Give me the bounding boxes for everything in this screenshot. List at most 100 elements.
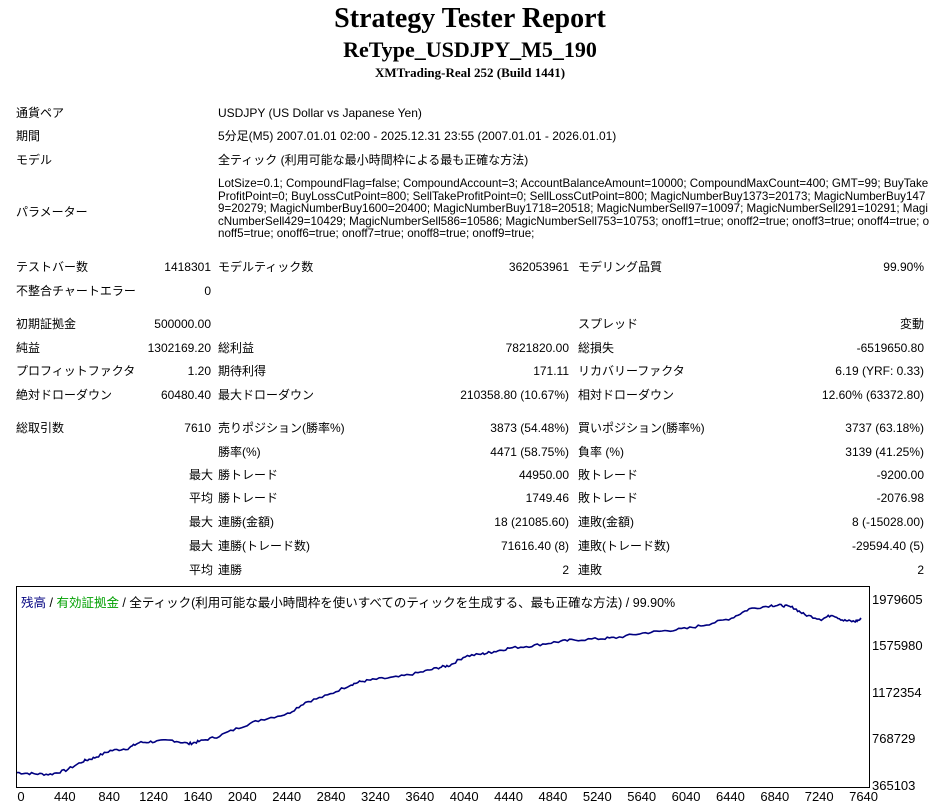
avg-cons-loss-label: 連敗	[578, 563, 603, 577]
x-tick-label: 840	[98, 789, 121, 804]
gross-loss-value: -6519650.80	[856, 341, 924, 355]
ticks-label: モデルティック数	[218, 260, 314, 274]
max-win-value: 44950.00	[518, 468, 569, 482]
spread-label: スプレッド	[578, 317, 639, 331]
x-tick-label: 1240	[139, 789, 169, 804]
max-loss-value: -9200.00	[876, 468, 924, 482]
avg-prefix: 平均	[188, 563, 213, 577]
net-label: 純益	[16, 341, 41, 355]
x-tick-label: 3240	[360, 789, 390, 804]
x-tick-label: 2440	[272, 789, 302, 804]
x-tick-label: 7240	[804, 789, 834, 804]
cons-win-money-label: 連勝(金額)	[218, 515, 274, 529]
x-tick-label: 7640	[849, 789, 879, 804]
symbol-value: USDJPY (US Dollar vs Japanese Yen)	[218, 106, 422, 120]
avg-win-value: 1749.46	[525, 491, 569, 505]
loss-label: 負率 (%)	[578, 445, 624, 459]
avg-prefix: 平均	[188, 491, 213, 505]
gross-profit-label: 総利益	[218, 341, 255, 355]
y-tick-label: 1575980	[872, 638, 923, 654]
avg-cons-win-label: 連勝	[218, 563, 243, 577]
x-tick-label: 4440	[494, 789, 524, 804]
y-tick-label: 768729	[872, 731, 916, 747]
x-tick-label: 4040	[449, 789, 479, 804]
pf-value: 1.20	[187, 364, 211, 378]
report-subtitle: ReType_USDJPY_M5_190	[343, 37, 597, 62]
x-tick-label: 0	[17, 789, 25, 804]
cons-win-trades-value: 71616.40 (8)	[500, 539, 569, 553]
gross-loss-label: 総損失	[578, 341, 615, 355]
cons-win-trades-label: 連勝(トレード数)	[218, 539, 310, 553]
short-value: 3873 (54.48%)	[490, 421, 569, 435]
max-dd-label: 最大ドローダウン	[218, 388, 315, 402]
cons-loss-trades-value: -29594.40 (5)	[851, 539, 924, 553]
win-label: 勝率(%)	[218, 445, 261, 459]
max-loss-label: 敗トレード	[578, 468, 639, 482]
bars-value: 1418301	[164, 260, 211, 274]
win-value: 4471 (58.75%)	[490, 445, 569, 459]
ticks-value: 362053961	[508, 260, 569, 274]
abs-dd-label: 絶対ドローダウン	[16, 388, 113, 402]
x-tick-label: 1640	[183, 789, 213, 804]
cons-loss-trades-label: 連敗(トレード数)	[578, 539, 670, 553]
symbol-label: 通貨ペア	[16, 106, 65, 120]
bars-label: テストバー数	[16, 260, 89, 274]
model-value: 全ティック (利用可能な最小時間枠による最も正確な方法)	[218, 153, 529, 167]
balance-chart-svg	[17, 603, 862, 777]
balance-chart: 残高 / 有効証拠金 / 全ティック(利用可能な最小時間枠を使いすべてのティック…	[16, 586, 870, 788]
abs-dd-value: 60480.40	[160, 388, 211, 402]
y-tick-label: 365103	[872, 778, 916, 793]
cons-loss-money-label: 連敗(金額)	[578, 515, 634, 529]
avg-loss-label: 敗トレード	[578, 491, 639, 505]
long-label: 買いポジション(勝率%)	[578, 421, 705, 435]
expected-value: 171.11	[533, 364, 569, 378]
spread-value: 変動	[899, 317, 924, 331]
short-label: 売りポジション(勝率%)	[218, 421, 345, 435]
x-tick-label: 3640	[405, 789, 435, 804]
quality-label: モデリング品質	[578, 260, 663, 274]
expected-label: 期待利得	[218, 364, 267, 378]
pf-label: プロフィットファクタ	[16, 364, 136, 378]
y-tick-label: 1979605	[872, 591, 923, 607]
max-win-label: 勝トレード	[218, 468, 279, 482]
x-tick-label: 4840	[538, 789, 568, 804]
loss-value: 3139 (41.25%)	[845, 445, 924, 459]
y-tick-label: 1172354	[872, 684, 922, 700]
x-tick-label: 6840	[760, 789, 790, 804]
legend-equity: 有効証拠金	[56, 596, 119, 610]
report-server: XMTrading-Real 252 (Build 1441)	[374, 65, 566, 80]
recovery-value: 6.19 (YRF: 0.33)	[835, 364, 924, 378]
rel-dd-label: 相対ドローダウン	[578, 388, 675, 402]
avg-win-label: 勝トレード	[218, 491, 279, 505]
legend-sep: /	[46, 596, 57, 610]
report-title: Strategy Tester Report	[334, 3, 606, 34]
cons-loss-money-value: 8 (-15028.00)	[851, 515, 924, 529]
rel-dd-value: 12.60% (63372.80)	[821, 388, 924, 402]
errors-label: 不整合チャートエラー	[16, 284, 136, 298]
period-label: 期間	[16, 129, 41, 143]
model-label: モデル	[16, 153, 53, 167]
max-prefix: 最大	[188, 539, 213, 553]
recovery-label: リカバリーファクタ	[578, 364, 685, 378]
legend-model: / 全ティック(利用可能な最小時間枠を使いすべてのティックを生成する、最も正確な…	[118, 596, 676, 610]
chart-legend: 残高 / 有効証拠金 / 全ティック(利用可能な最小時間枠を使いすべてのティック…	[21, 592, 675, 611]
max-prefix: 最大	[188, 515, 213, 529]
x-tick-label: 6440	[715, 789, 745, 804]
net-value: 1302169.20	[147, 341, 211, 355]
max-dd-value: 210358.80 (10.67%)	[460, 388, 569, 402]
period-value: 5分足(M5) 2007.01.01 02:00 - 2025.12.31 23…	[218, 129, 617, 143]
cons-win-money-value: 18 (21085.60)	[494, 515, 569, 529]
x-tick-label: 5240	[582, 789, 612, 804]
deposit-value: 500000.00	[154, 317, 211, 331]
long-value: 3737 (63.18%)	[845, 421, 924, 435]
balance-line	[17, 603, 862, 777]
x-tick-label: 2840	[316, 789, 346, 804]
errors-value: 0	[204, 284, 211, 298]
legend-balance: 残高	[21, 596, 47, 610]
x-tick-label: 2040	[227, 789, 257, 804]
params-value: LotSize=0.1; CompoundFlag=false; Compoun…	[218, 177, 930, 241]
avg-cons-loss-value: 2	[917, 563, 924, 577]
total-trades-value: 7610	[184, 421, 211, 435]
total-trades-label: 総取引数	[16, 421, 65, 435]
avg-loss-value: -2076.98	[876, 491, 924, 505]
